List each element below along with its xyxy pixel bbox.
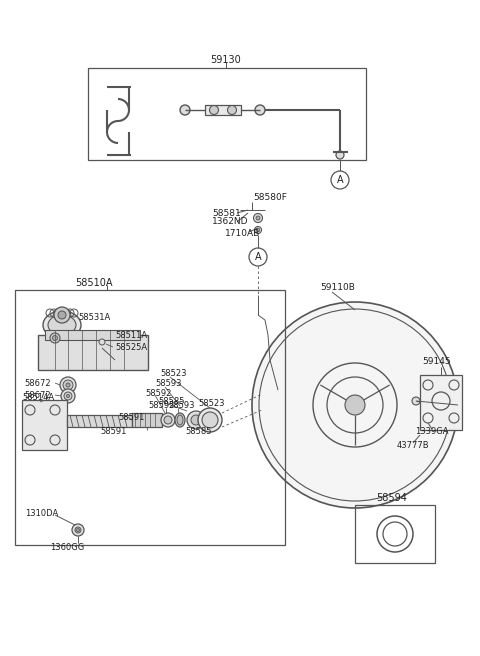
Circle shape (191, 415, 201, 425)
Text: 58592: 58592 (148, 401, 174, 409)
Text: 58594: 58594 (376, 493, 407, 503)
Text: 59110B: 59110B (320, 283, 355, 293)
Circle shape (256, 228, 260, 232)
Bar (132, 413, 162, 427)
Text: 58585: 58585 (158, 398, 184, 407)
Circle shape (50, 333, 60, 343)
Circle shape (66, 383, 70, 387)
Circle shape (72, 524, 84, 536)
Text: 1310DA: 1310DA (25, 508, 58, 518)
Text: 58523: 58523 (198, 398, 225, 407)
Circle shape (180, 105, 190, 115)
Text: A: A (255, 252, 261, 262)
Circle shape (52, 335, 58, 340)
Circle shape (76, 529, 80, 531)
Circle shape (254, 226, 262, 234)
Text: 58580F: 58580F (253, 194, 287, 203)
Circle shape (58, 311, 66, 319)
Bar (420, 375, 462, 430)
Text: 58510A: 58510A (75, 278, 112, 288)
Text: A: A (336, 175, 343, 185)
Bar (205, 105, 241, 115)
Text: 59145: 59145 (422, 358, 451, 367)
Circle shape (75, 527, 81, 533)
Circle shape (60, 377, 76, 393)
Text: 58672: 58672 (24, 379, 50, 388)
Text: 58581: 58581 (212, 209, 241, 218)
Text: 1710AB: 1710AB (225, 228, 260, 237)
Circle shape (161, 413, 175, 427)
Circle shape (164, 416, 172, 424)
Circle shape (255, 105, 265, 115)
Text: 58514A: 58514A (22, 394, 54, 403)
Text: 1360GG: 1360GG (50, 544, 84, 552)
Text: 58525A: 58525A (115, 342, 147, 352)
Circle shape (253, 213, 263, 222)
Text: 59130: 59130 (211, 55, 241, 65)
Bar (45, 330, 140, 340)
Bar (38, 335, 148, 370)
Circle shape (412, 397, 420, 405)
Ellipse shape (43, 311, 81, 339)
Text: 58592: 58592 (145, 388, 171, 398)
Circle shape (345, 395, 365, 415)
Text: 1362ND: 1362ND (212, 218, 249, 226)
Circle shape (63, 380, 73, 390)
Ellipse shape (177, 415, 183, 425)
Text: 58593: 58593 (155, 380, 181, 388)
Circle shape (54, 307, 70, 323)
Text: 58672: 58672 (24, 390, 50, 400)
Ellipse shape (48, 315, 76, 335)
Bar (15, 290, 285, 545)
Circle shape (61, 389, 75, 403)
Circle shape (67, 394, 70, 398)
Text: 58511A: 58511A (115, 331, 147, 340)
Circle shape (187, 411, 205, 429)
Circle shape (64, 392, 72, 400)
Circle shape (336, 151, 344, 159)
Bar (67, 415, 132, 427)
Text: 58591: 58591 (118, 413, 144, 422)
Text: 43777B: 43777B (397, 441, 430, 451)
Circle shape (256, 216, 260, 220)
Circle shape (202, 412, 218, 428)
Circle shape (228, 106, 237, 115)
Bar (355, 505, 435, 563)
Text: 58523: 58523 (160, 369, 187, 379)
Text: 58531A: 58531A (78, 312, 110, 321)
Text: 58593: 58593 (168, 401, 194, 409)
Bar (88, 68, 366, 160)
Ellipse shape (175, 413, 185, 427)
Text: 58591: 58591 (100, 428, 126, 436)
Circle shape (252, 302, 458, 508)
Circle shape (209, 106, 218, 115)
Circle shape (99, 339, 105, 345)
Text: 1339GA: 1339GA (415, 428, 448, 436)
Circle shape (198, 408, 222, 432)
Text: 58585: 58585 (185, 428, 212, 436)
Bar (22, 400, 67, 450)
